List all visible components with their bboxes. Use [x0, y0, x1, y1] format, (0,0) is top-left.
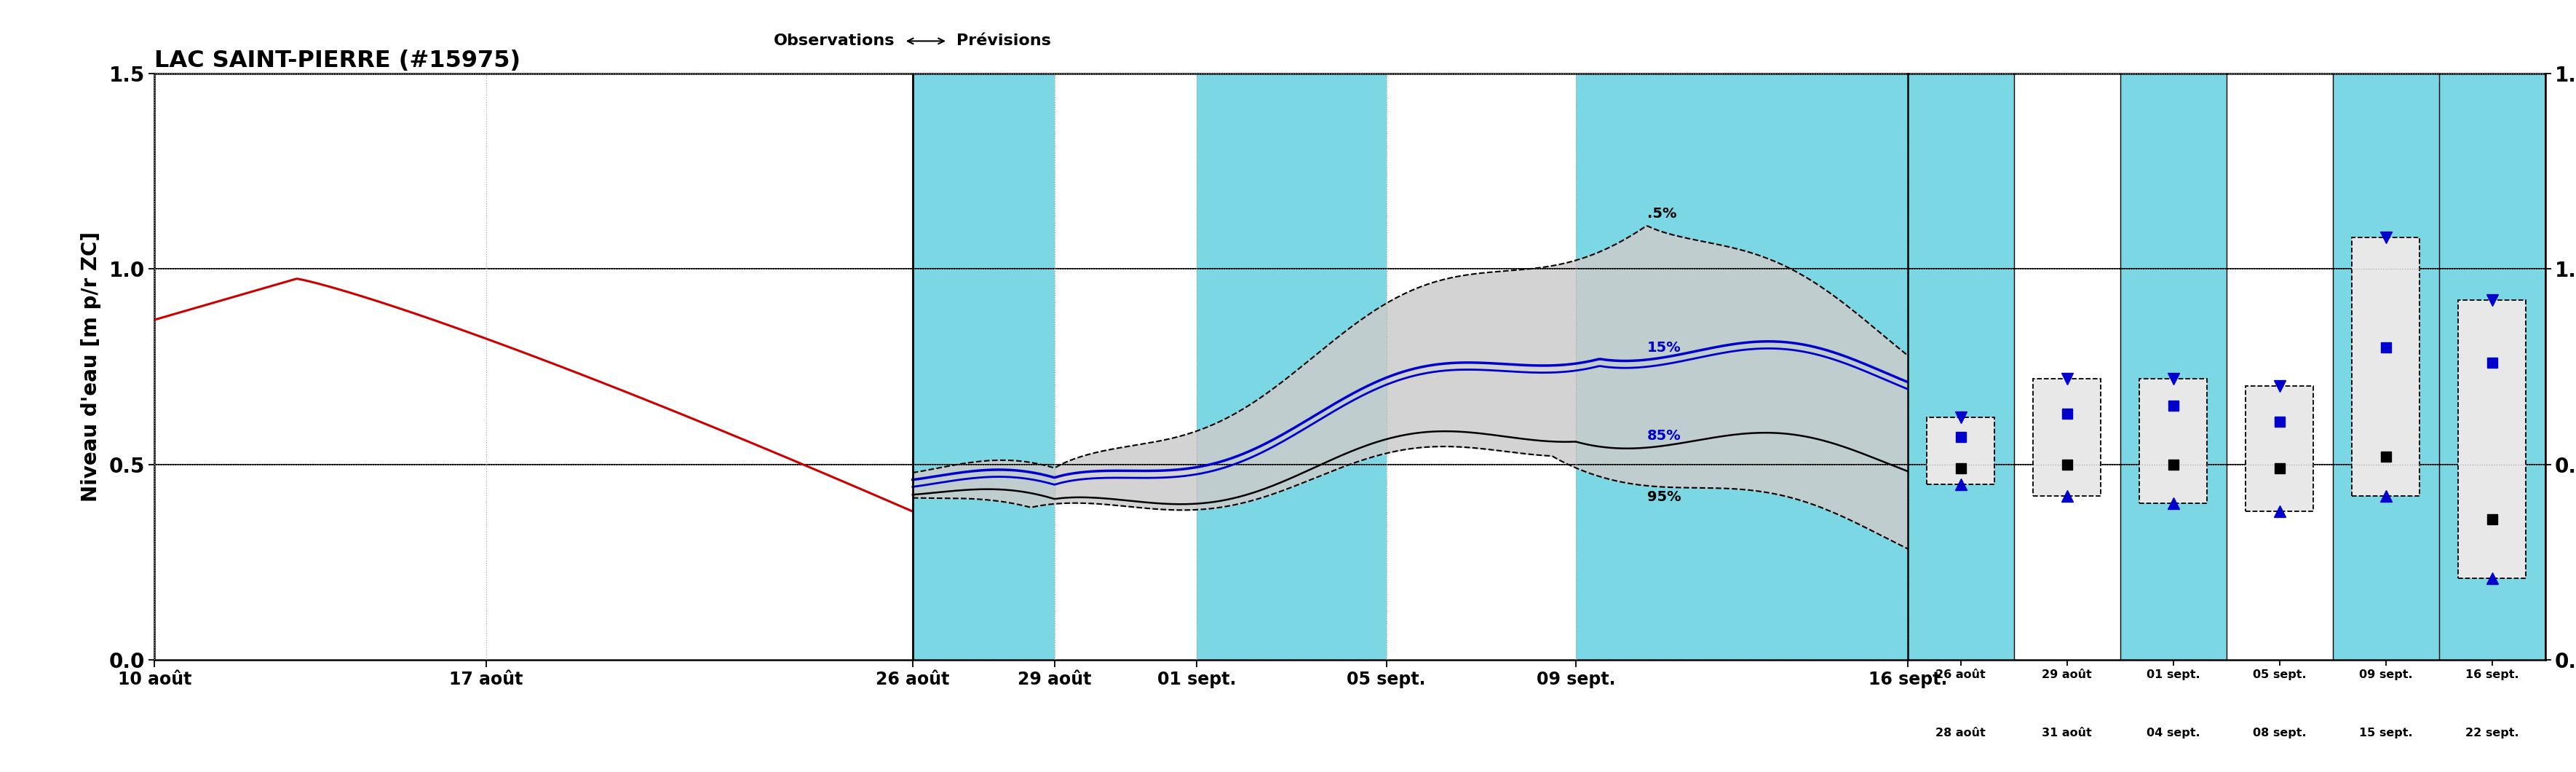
- Bar: [1386, 73, 1577, 660]
- Text: 85%: 85%: [1646, 429, 1682, 442]
- Bar: [1054, 73, 1198, 660]
- Bar: [2439, 73, 2545, 660]
- Text: .5%: .5%: [1646, 207, 1677, 221]
- Text: 28 août: 28 août: [1935, 727, 1986, 739]
- Text: LAC SAINT-PIERRE (#15975): LAC SAINT-PIERRE (#15975): [155, 49, 520, 73]
- Bar: [2226, 73, 2334, 660]
- Bar: [2120, 73, 2226, 660]
- Text: 15 sept.: 15 sept.: [2360, 727, 2414, 739]
- FancyBboxPatch shape: [1927, 418, 1994, 484]
- Text: 31 août: 31 août: [2043, 727, 2092, 739]
- FancyBboxPatch shape: [2032, 378, 2102, 496]
- Text: 95%: 95%: [1646, 490, 1682, 504]
- Bar: [1909, 73, 2014, 660]
- Bar: [912, 73, 1054, 660]
- Text: Observations: Observations: [773, 34, 894, 49]
- FancyBboxPatch shape: [2138, 378, 2208, 503]
- Bar: [2014, 73, 2120, 660]
- Y-axis label: Niveau d'eau [m p/r ZC]: Niveau d'eau [m p/r ZC]: [80, 232, 100, 502]
- Text: 22 sept.: 22 sept.: [2465, 727, 2519, 739]
- Bar: [1198, 73, 1386, 660]
- FancyBboxPatch shape: [2352, 238, 2419, 496]
- Text: Prévisions: Prévisions: [956, 34, 1051, 49]
- Text: 04 sept.: 04 sept.: [2146, 727, 2200, 739]
- FancyBboxPatch shape: [2246, 386, 2313, 511]
- FancyBboxPatch shape: [2458, 300, 2527, 578]
- Bar: [1577, 73, 1909, 660]
- Text: 15%: 15%: [1646, 341, 1682, 355]
- Text: 08 sept.: 08 sept.: [2251, 727, 2306, 739]
- Bar: [2334, 73, 2439, 660]
